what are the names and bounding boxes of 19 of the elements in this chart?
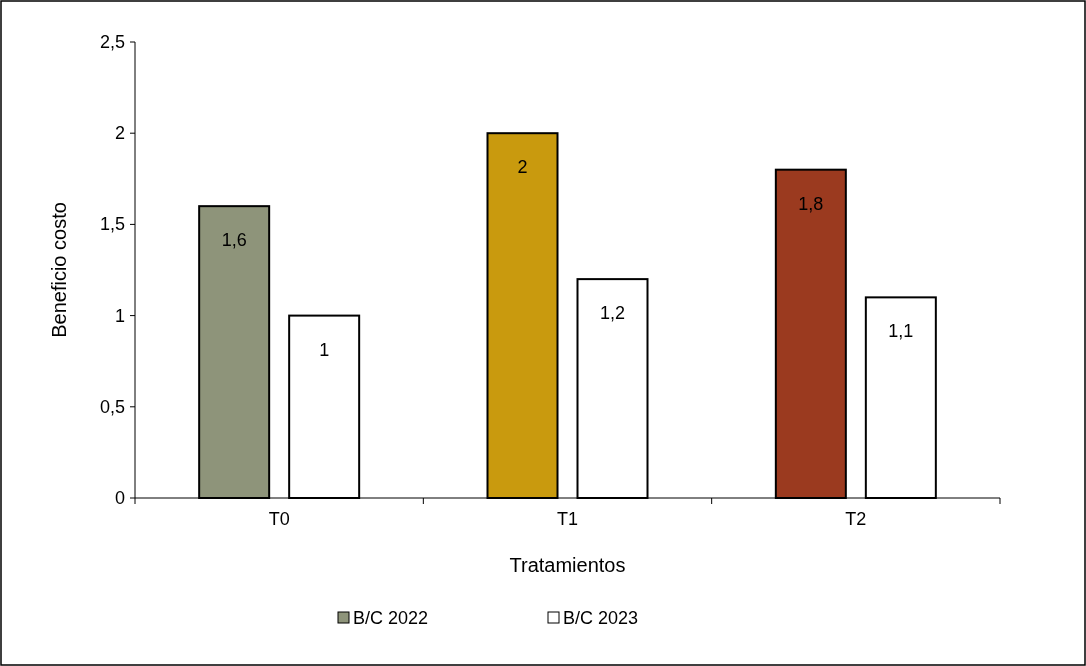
y-tick-label: 0,5 xyxy=(99,396,125,417)
data-label: 1,2 xyxy=(599,303,626,324)
data-label: 1,6 xyxy=(221,230,247,251)
data-label: 1 xyxy=(319,339,330,360)
y-tick-label: 2 xyxy=(114,123,125,144)
y-tick-label: 1 xyxy=(114,305,125,326)
x-axis-title: Tratamientos xyxy=(509,554,626,576)
legend-label: B/C 2022 xyxy=(353,608,429,628)
x-tick-label: T1 xyxy=(556,509,579,529)
x-tick-label: T0 xyxy=(268,509,290,529)
data-label: 2 xyxy=(517,157,528,178)
data-label: 1,1 xyxy=(888,321,914,342)
y-tick-label: 2,5 xyxy=(99,32,125,52)
y-axis-title: Beneficio costo xyxy=(48,202,70,338)
y-tick-label: 1,5 xyxy=(99,214,125,235)
x-tick-label: T2 xyxy=(845,509,867,529)
data-label: 1,8 xyxy=(798,193,824,214)
y-tick-label: 0 xyxy=(114,488,125,508)
legend-label: B/C 2023 xyxy=(563,608,639,628)
